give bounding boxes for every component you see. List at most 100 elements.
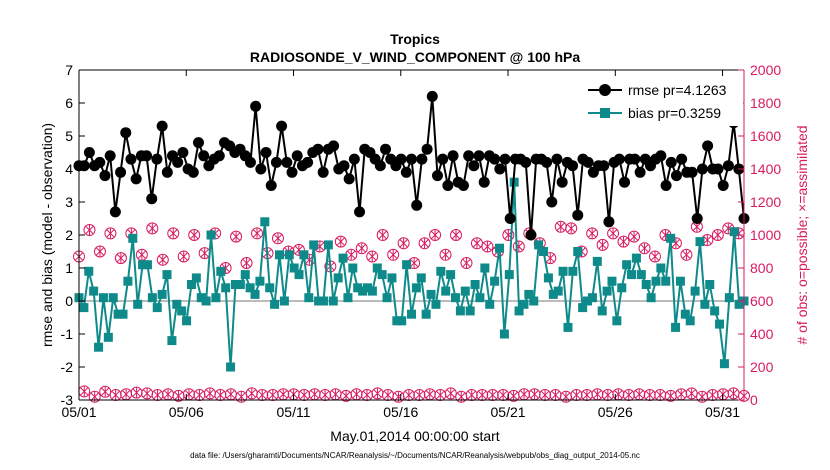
- obs-possible-marker: [638, 242, 651, 255]
- obs-possible-marker: [476, 389, 489, 402]
- obs-assimilated-marker: [331, 389, 340, 400]
- bias-point: [695, 237, 705, 247]
- obs-assimilated-marker: [383, 390, 392, 401]
- obs-assimilated-marker: [300, 390, 309, 401]
- obs-possible-marker: [88, 390, 101, 403]
- bias-point: [480, 263, 490, 273]
- obs-assimilated-marker: [703, 234, 712, 245]
- obs-assimilated-marker: [436, 390, 445, 401]
- obs-assimilated-marker: [551, 390, 560, 401]
- obs-possible-marker: [429, 229, 442, 241]
- bias-point: [142, 260, 152, 270]
- obs-assimilated-marker: [357, 243, 366, 254]
- rmse-point: [499, 153, 511, 165]
- bias-point: [504, 270, 514, 280]
- bias-point: [563, 322, 573, 332]
- obs-assimilated-marker: [132, 387, 141, 398]
- bias-point: [666, 233, 676, 243]
- bias-point: [607, 276, 617, 286]
- obs-possible-marker: [230, 230, 243, 243]
- bias-point: [328, 296, 338, 306]
- bias-point: [661, 276, 671, 286]
- obs-possible-marker: [465, 389, 478, 402]
- rmse-point: [613, 153, 625, 165]
- y-left-tick-label: 2: [65, 227, 73, 243]
- obs-assimilated-marker: [719, 389, 728, 400]
- rmse-point: [520, 156, 532, 168]
- bias-point: [646, 293, 656, 303]
- obs-possible-marker: [240, 257, 253, 270]
- obs-assimilated-marker: [279, 389, 288, 400]
- bias-point: [118, 309, 128, 319]
- obs-assimilated-marker: [420, 238, 429, 249]
- y-left-tick-label: 1: [65, 260, 73, 276]
- obs-possible-marker: [188, 229, 201, 241]
- bias-point: [318, 296, 328, 306]
- legend-rmse-marker: [599, 84, 611, 96]
- rmse-point: [660, 180, 672, 191]
- rmse-point: [442, 180, 454, 191]
- y-left-tick-label: 5: [65, 128, 73, 144]
- rmse-point: [125, 153, 137, 165]
- y-right-tick-label: 400: [750, 326, 774, 342]
- obs-assimilated-marker: [200, 248, 209, 259]
- obs-assimilated-marker: [530, 389, 539, 400]
- bias-point: [196, 293, 206, 303]
- data-file-footnote: data file: /Users/gharamti/Documents/NCA…: [190, 451, 640, 460]
- bias-point: [597, 306, 607, 316]
- obs-assimilated-marker: [321, 390, 330, 401]
- bias-point: [323, 240, 333, 250]
- obs-assimilated-marker: [614, 389, 623, 400]
- rmse-point: [265, 180, 277, 191]
- rmse-point: [104, 150, 116, 162]
- bias-point: [172, 299, 182, 309]
- rmse-point: [541, 156, 553, 168]
- bias-point: [279, 296, 289, 306]
- obs-possible-marker: [146, 222, 159, 235]
- rmse-point: [494, 163, 506, 175]
- bias-point: [485, 299, 495, 309]
- rmse-point: [115, 166, 127, 178]
- bias-point: [685, 316, 695, 326]
- rmse-point: [151, 153, 163, 165]
- obs-assimilated-marker: [666, 390, 675, 401]
- bias-point: [719, 359, 729, 369]
- obs-assimilated-marker: [232, 231, 241, 242]
- bias-point: [299, 250, 309, 260]
- rmse-point: [198, 150, 210, 162]
- obs-assimilated-marker: [410, 258, 419, 269]
- rmse-point: [83, 147, 95, 158]
- obs-assimilated-marker: [509, 390, 518, 401]
- y-right-tick-label: 2000: [750, 62, 781, 78]
- obs-assimilated-marker: [441, 249, 450, 260]
- bias-point: [729, 227, 739, 237]
- obs-assimilated-marker: [603, 390, 612, 401]
- obs-assimilated-marker: [677, 389, 686, 400]
- obs-assimilated-marker: [258, 390, 267, 401]
- legend-rmse-label: rmse pr=4.1263: [628, 82, 727, 98]
- rmse-point: [328, 140, 340, 152]
- obs-assimilated-marker: [541, 390, 549, 401]
- bias-point: [216, 266, 226, 276]
- obs-assimilated-marker: [101, 386, 110, 397]
- y-left-tick-label: 7: [65, 62, 73, 78]
- obs-possible-marker: [83, 224, 96, 237]
- legend: rmse pr=4.1263 bias pr=0.3259: [583, 78, 743, 126]
- y-right-tick-label: 1200: [750, 194, 781, 210]
- rmse-point: [291, 150, 303, 162]
- y-right-tick-label: 200: [750, 359, 774, 375]
- bias-point: [304, 293, 314, 303]
- bias-point: [690, 286, 700, 296]
- rmse-point: [286, 166, 298, 178]
- obs-assimilated-marker: [624, 390, 633, 401]
- obs-assimilated-marker: [347, 249, 356, 260]
- bias-point: [260, 217, 270, 227]
- bias-point: [529, 296, 539, 306]
- bias-point: [548, 289, 558, 299]
- bias-point: [367, 286, 377, 296]
- y-left-tick-label: 4: [65, 161, 73, 177]
- obs-assimilated-marker: [729, 388, 738, 399]
- rmse-point: [619, 176, 631, 188]
- y-right-tick-label: 0: [750, 392, 758, 408]
- series-group: [73, 90, 750, 403]
